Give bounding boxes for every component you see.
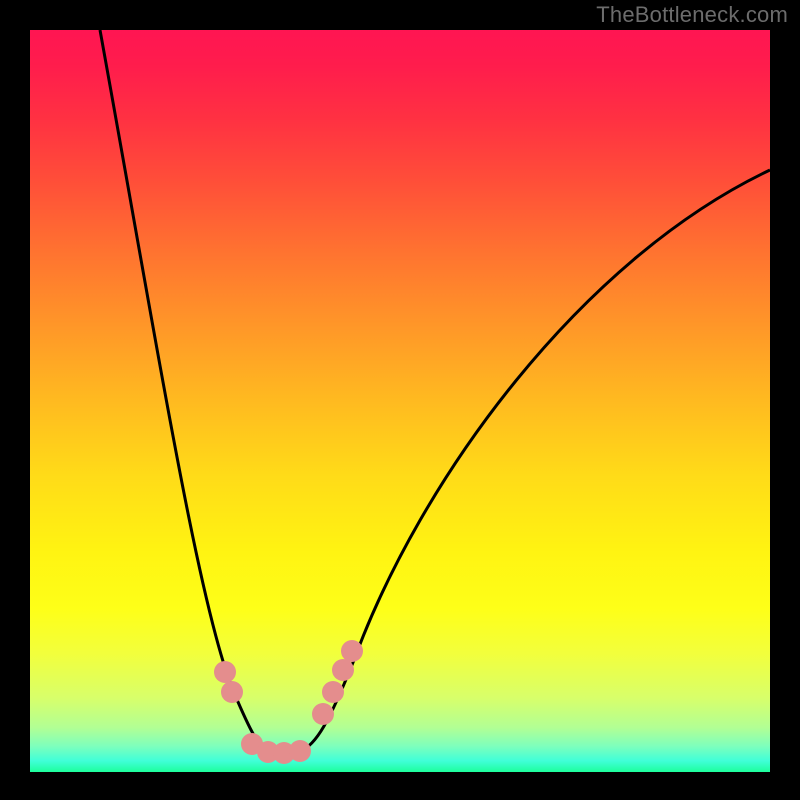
gradient-background bbox=[30, 30, 770, 772]
border-left bbox=[0, 0, 30, 800]
border-bottom bbox=[0, 772, 800, 800]
gradient-rect bbox=[30, 30, 770, 772]
border-right bbox=[770, 0, 800, 800]
chart-container: TheBottleneck.com bbox=[0, 0, 800, 800]
watermark-text: TheBottleneck.com bbox=[596, 2, 788, 28]
